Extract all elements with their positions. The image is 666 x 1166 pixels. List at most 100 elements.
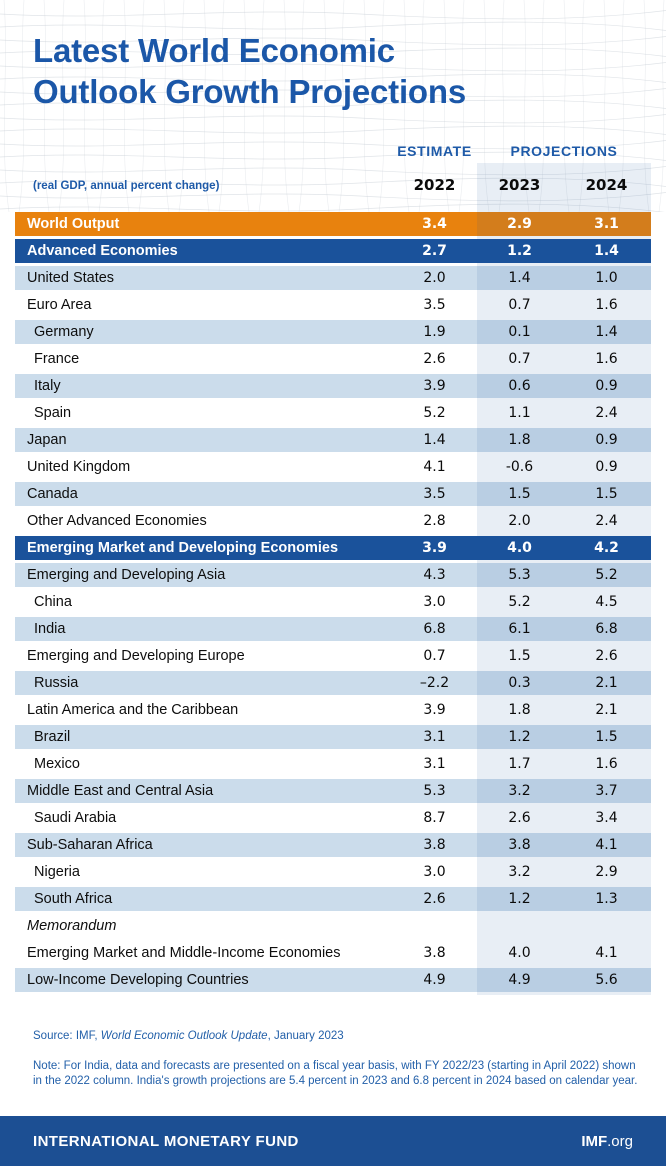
table-row: China 3.0 5.2 4.5	[15, 590, 651, 614]
table-row: Emerging Market and Developing Economies…	[15, 536, 651, 560]
value-2023: 4.9	[477, 968, 562, 992]
value-2023: 1.8	[477, 698, 562, 722]
table-row: Germany 1.9 0.1 1.4	[15, 320, 651, 344]
value-2023: 4.0	[477, 536, 562, 560]
india-fiscal-year-note: Note: For India, data and forecasts are …	[33, 1060, 638, 1087]
value-2022: 3.1	[423, 756, 446, 772]
value-2024: 3.4	[562, 806, 651, 830]
source-prefix: Source: IMF,	[33, 1030, 101, 1042]
row-label: Nigeria	[34, 864, 80, 880]
value-2023: 2.9	[477, 212, 562, 236]
value-2024: 4.1	[562, 833, 651, 857]
value-2022: –2.2	[419, 675, 450, 691]
value-2022: 4.1	[423, 459, 446, 475]
row-label: Saudi Arabia	[34, 810, 117, 826]
value-2023: 1.4	[477, 266, 562, 290]
value-2022: 4.3	[423, 567, 446, 583]
value-2022: 5.3	[423, 783, 446, 799]
value-2023: 2.0	[477, 509, 562, 533]
value-2024: 4.1	[562, 941, 651, 965]
value-2024: 1.4	[562, 320, 651, 344]
value-2024: 1.5	[562, 725, 651, 749]
projections-column-header: PROJECTIONS	[510, 143, 618, 159]
value-2023: 1.5	[477, 644, 562, 668]
imf-website-suffix: .org	[607, 1132, 633, 1150]
table-row: France 2.6 0.7 1.6	[15, 347, 651, 371]
value-2024: 3.1	[562, 212, 651, 236]
year-header-2024: 2024	[585, 176, 628, 194]
year-header-spacer	[15, 176, 392, 194]
table-row: Low-Income Developing Countries 4.9 4.9 5.6	[15, 968, 651, 992]
value-2022: 2.6	[423, 351, 446, 367]
table-row: Emerging and Developing Asia 4.3 5.3 5.2	[15, 563, 651, 587]
value-2022: 3.0	[423, 864, 446, 880]
value-2024: 0.9	[562, 374, 651, 398]
row-label: China	[34, 594, 72, 610]
value-2024: 0.9	[562, 455, 651, 479]
value-2023: 5.2	[477, 590, 562, 614]
imf-website-bold: IMF	[581, 1132, 608, 1150]
row-label: Latin America and the Caribbean	[27, 702, 239, 718]
row-label: Mexico	[34, 756, 80, 772]
value-2024: 5.6	[562, 968, 651, 992]
table-row: Other Advanced Economies 2.8 2.0 2.4	[15, 509, 651, 533]
table-row: Sub-Saharan Africa 3.8 3.8 4.1	[15, 833, 651, 857]
value-2024: 2.1	[562, 698, 651, 722]
value-2023: 1.2	[477, 239, 562, 263]
row-label: United States	[27, 270, 115, 286]
growth-projections-table: World Output 3.4 2.9 3.1 Advanced Economies 2…	[15, 212, 651, 995]
value-2024: 5.2	[562, 563, 651, 587]
year-header-2023: 2023	[498, 176, 541, 194]
wireframe-mesh-background	[0, 0, 666, 212]
value-2022: 3.1	[423, 729, 446, 745]
table-row: Russia –2.2 0.3 2.1	[15, 671, 651, 695]
table-row: Spain 5.2 1.1 2.4	[15, 401, 651, 425]
value-2023	[477, 914, 562, 938]
table-row: United States 2.0 1.4 1.0	[15, 266, 651, 290]
table-row: Middle East and Central Asia 5.3 3.2 3.7	[15, 779, 651, 803]
row-label: Emerging and Developing Asia	[27, 567, 226, 583]
page-title: Latest World Economic Outlook Growth Pro…	[33, 30, 466, 112]
table-row: Italy 3.9 0.6 0.9	[15, 374, 651, 398]
value-2023: 0.1	[477, 320, 562, 344]
value-2024: 1.6	[562, 752, 651, 776]
value-2024: 2.4	[562, 401, 651, 425]
value-2024: 1.3	[562, 887, 651, 911]
year-header-2022: 2022	[413, 176, 456, 194]
value-2022: 2.8	[423, 513, 446, 529]
row-label: Japan	[27, 432, 67, 448]
value-2022: 3.8	[423, 945, 446, 961]
value-2023: 2.6	[477, 806, 562, 830]
row-label: India	[34, 621, 66, 637]
page-title-line2: Outlook Growth Projections	[33, 73, 466, 110]
value-2024: 4.2	[562, 536, 651, 560]
table-row: United Kingdom 4.1 -0.6 0.9	[15, 455, 651, 479]
value-2024: 0.9	[562, 428, 651, 452]
table-row: Advanced Economies 2.7 1.2 1.4	[15, 239, 651, 263]
value-2024: 1.4	[562, 239, 651, 263]
table-row: Euro Area 3.5 0.7 1.6	[15, 293, 651, 317]
value-2023: 5.3	[477, 563, 562, 587]
table-row: Brazil 3.1 1.2 1.5	[15, 725, 651, 749]
row-label: Emerging Market and Middle-Income Econom…	[27, 945, 341, 961]
value-2022: 1.4	[423, 432, 446, 448]
page-title-line1: Latest World Economic	[33, 32, 395, 69]
value-2024: 1.6	[562, 293, 651, 317]
row-label: Italy	[34, 378, 61, 394]
value-2023: 3.8	[477, 833, 562, 857]
row-label: Spain	[34, 405, 72, 421]
value-2022: 3.9	[423, 378, 446, 394]
value-2024: 6.8	[562, 617, 651, 641]
value-2022	[392, 914, 477, 938]
row-label: Euro Area	[27, 297, 92, 313]
value-2023: 0.3	[477, 671, 562, 695]
table-row: Emerging Market and Middle-Income Econom…	[15, 941, 651, 965]
value-2024	[562, 914, 651, 938]
table-row: Saudi Arabia 8.7 2.6 3.4	[15, 806, 651, 830]
value-2024: 2.4	[562, 509, 651, 533]
estimate-column-header: ESTIMATE	[397, 143, 472, 159]
value-2022: 2.6	[423, 891, 446, 907]
value-2022: 3.0	[423, 594, 446, 610]
table-row: India 6.8 6.1 6.8	[15, 617, 651, 641]
